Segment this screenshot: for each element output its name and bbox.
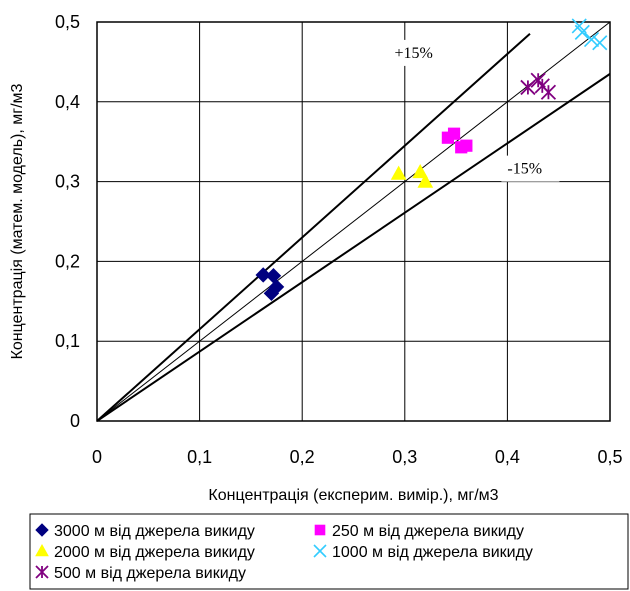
data-point	[520, 79, 536, 96]
legend-marker	[314, 524, 326, 536]
grid	[97, 22, 610, 421]
x-tick-label: 0,3	[392, 447, 417, 467]
legend: 3000 м від джерела викиду 250 м від джере…	[29, 513, 629, 590]
annotations: +15% -15%	[388, 39, 560, 182]
x-tick-label: 0,2	[290, 447, 315, 467]
legend-label: 500 м від джерела викиду	[54, 565, 246, 582]
x-axis-label: Концентрація (експерим. вимір.), мг/м3	[208, 487, 498, 504]
x-tick-label: 0,5	[597, 447, 622, 467]
plot-area	[96, 21, 611, 422]
y-tick-label: 0,5	[55, 12, 80, 32]
legend-marker	[35, 523, 49, 537]
x-tick-label: 0,4	[495, 447, 520, 467]
reference-line	[96, 21, 611, 422]
data-point	[268, 279, 285, 295]
data-point	[417, 173, 434, 188]
annotation-label: +15%	[395, 45, 433, 62]
annotation-label: -15%	[507, 161, 542, 178]
reference-lines	[96, 21, 611, 422]
data-point	[540, 84, 557, 100]
data-point	[390, 165, 407, 180]
legend-label: 2000 м від джерела викиду	[54, 544, 255, 561]
legend-marker	[35, 543, 49, 557]
legend-marker	[313, 544, 327, 558]
x-tick-label: 0,1	[187, 447, 212, 467]
data-point	[265, 268, 282, 284]
y-tick-label: 0,2	[55, 251, 80, 271]
legend-label: 250 м від джерела викиду	[332, 523, 524, 540]
y-tick-label: 0,3	[55, 172, 80, 192]
data-point	[583, 31, 600, 48]
legend-label: 3000 м від джерела викиду	[54, 523, 255, 540]
y-tick-label: 0,1	[55, 331, 80, 351]
legend-marker	[35, 565, 49, 579]
data-point	[447, 127, 461, 140]
legend-box	[29, 513, 629, 590]
reference-line	[96, 73, 611, 422]
annotation-background	[388, 39, 447, 66]
data-points	[255, 18, 608, 302]
x-tick-label: 0	[92, 447, 102, 467]
tick-labels: 0 0,1 0,2 0,3 0,4 0,5 0 0,1 0,2 0,3 0,4 0,5	[55, 12, 623, 467]
data-point	[460, 139, 473, 152]
reference-line	[96, 32, 531, 422]
data-point	[255, 267, 271, 283]
annotation-background	[501, 155, 560, 182]
data-point	[592, 35, 608, 51]
y-tick-label: 0	[70, 411, 80, 431]
legend-label: 1000 м від джерела викиду	[332, 544, 533, 561]
data-point	[412, 163, 429, 179]
data-point	[574, 24, 590, 40]
y-tick-label: 0,4	[55, 92, 80, 112]
y-axis-label: Концентрація (матем. модель), мг/м3	[9, 83, 26, 359]
